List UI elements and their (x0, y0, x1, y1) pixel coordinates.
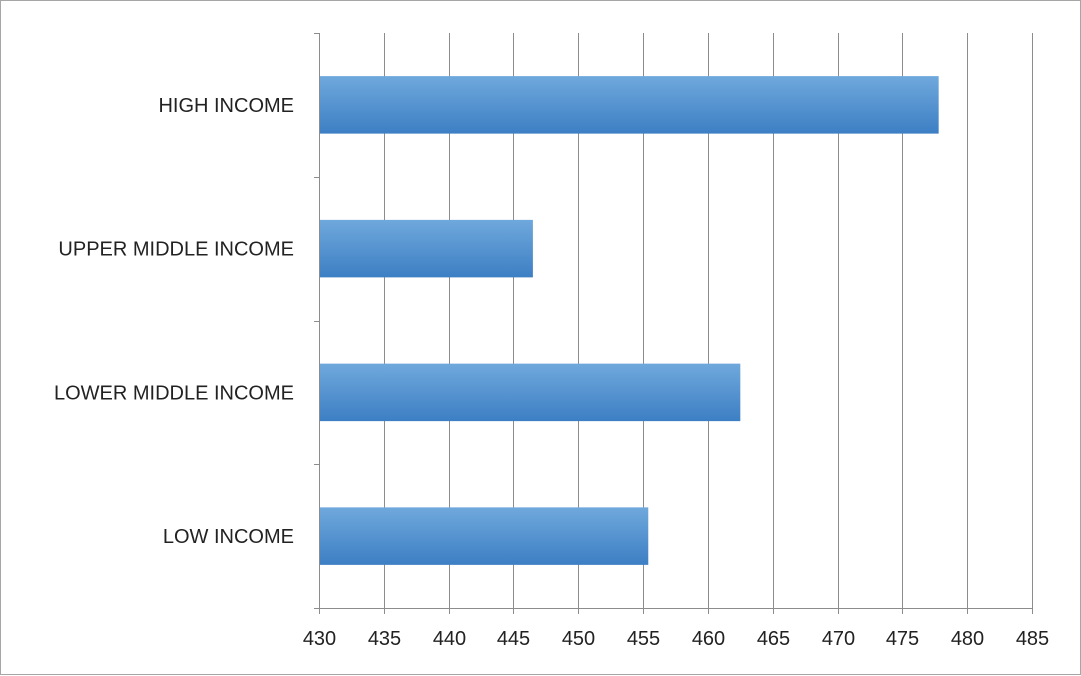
bars (320, 76, 939, 565)
x-tick-label: 485 (1016, 628, 1049, 650)
y-category-label: HIGH INCOME (158, 95, 294, 117)
bar (320, 364, 740, 422)
y-category-label: LOW INCOME (163, 526, 294, 548)
x-tick-label: 460 (692, 628, 725, 650)
x-tick-label: 470 (822, 628, 855, 650)
bar (320, 76, 939, 134)
x-tick-label: 455 (627, 628, 660, 650)
x-tick-label: 430 (303, 628, 336, 650)
bar (320, 220, 533, 278)
x-tick-label: 445 (497, 628, 530, 650)
y-category-label: LOWER MIDDLE INCOME (54, 382, 294, 404)
x-tick-label: 465 (757, 628, 790, 650)
x-tick-label: 435 (368, 628, 401, 650)
x-tick-label: 440 (433, 628, 466, 650)
x-tick-label: 480 (951, 628, 984, 650)
x-tick-label: 475 (886, 628, 919, 650)
bar (320, 507, 648, 565)
y-category-label: UPPER MIDDLE INCOME (58, 239, 294, 261)
x-tick-label: 450 (562, 628, 595, 650)
